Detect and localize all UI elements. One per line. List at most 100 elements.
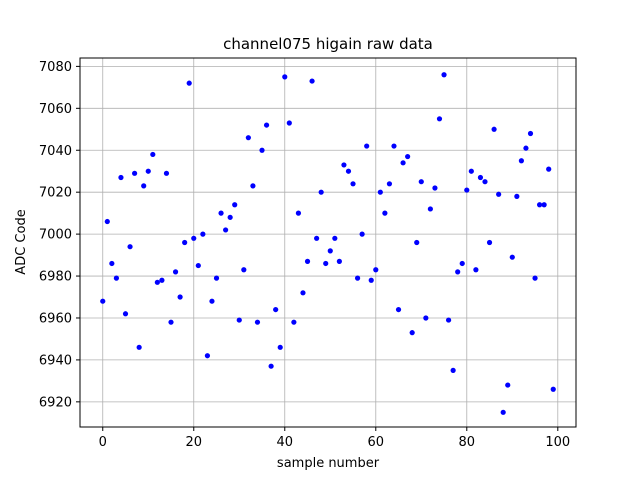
data-point <box>445 317 452 323</box>
data-point <box>191 235 197 241</box>
data-point <box>336 258 342 264</box>
y-tick-label: 6920 <box>39 395 72 410</box>
data-point <box>523 145 529 151</box>
data-point <box>518 158 524 164</box>
data-point <box>100 298 106 304</box>
data-point <box>450 367 456 373</box>
data-point <box>136 344 142 350</box>
y-axis-label: ADC Code <box>14 209 29 274</box>
data-point <box>514 193 520 199</box>
data-point <box>546 166 552 172</box>
data-point <box>541 202 547 208</box>
data-point <box>505 382 511 388</box>
data-point <box>536 202 543 208</box>
data-point <box>150 151 156 158</box>
y-tick-label: 6980 <box>39 270 72 285</box>
x-tick-label: 60 <box>368 435 385 450</box>
data-point <box>432 185 438 191</box>
data-point <box>186 80 192 86</box>
data-point <box>145 168 151 174</box>
data-point <box>300 290 306 296</box>
x-tick-label: 100 <box>545 435 570 450</box>
data-point <box>364 143 370 149</box>
y-tick-label: 7000 <box>39 228 72 243</box>
ticks-layer: 0 20 40 60 80 100 6920 6940 6960 6980 7000 7020 7040… <box>39 60 570 450</box>
data-point <box>332 235 338 241</box>
y-tick-label: 6960 <box>39 311 72 326</box>
data-point <box>141 183 147 189</box>
data-point <box>527 130 534 137</box>
data-point <box>250 183 256 189</box>
data-point <box>491 126 497 132</box>
data-point <box>223 227 229 233</box>
data-point <box>350 181 356 187</box>
data-point <box>455 269 461 275</box>
data-point <box>122 311 129 317</box>
chart-title: channel075 higain raw data <box>223 35 433 53</box>
data-point <box>259 147 265 153</box>
y-tick-label: 7080 <box>39 60 72 75</box>
data-point <box>195 262 201 269</box>
data-point <box>500 409 506 415</box>
data-point <box>482 179 488 185</box>
data-point <box>286 120 292 126</box>
data-point <box>414 239 420 246</box>
data-point <box>218 210 224 216</box>
data-point <box>245 135 251 141</box>
data-point <box>295 210 302 216</box>
data-point <box>282 74 288 80</box>
data-point <box>345 168 352 174</box>
data-point <box>496 191 502 197</box>
data-point <box>368 277 374 283</box>
data-point <box>309 78 315 84</box>
data-point <box>532 275 538 281</box>
x-tick-label: 20 <box>185 435 202 450</box>
data-point <box>154 279 160 285</box>
data-point <box>473 267 479 273</box>
data-point <box>323 260 329 267</box>
data-point <box>318 189 324 195</box>
data-point <box>327 248 333 254</box>
data-point <box>382 210 388 216</box>
data-point <box>236 317 242 323</box>
x-tick-label: 80 <box>459 435 476 450</box>
data-point <box>172 269 179 275</box>
data-point <box>314 235 320 241</box>
data-point <box>182 239 188 246</box>
data-point <box>354 275 361 281</box>
data-point <box>104 218 110 225</box>
x-tick-label: 40 <box>276 435 293 450</box>
data-point <box>200 231 206 237</box>
data-point <box>118 174 124 181</box>
y-tick-label: 7040 <box>39 144 72 159</box>
data-point <box>550 386 556 392</box>
data-point <box>405 153 411 160</box>
data-point <box>400 160 406 166</box>
data-point <box>341 162 347 168</box>
data-point <box>509 254 515 260</box>
data-point <box>177 294 183 300</box>
data-point <box>436 116 443 122</box>
data-point <box>273 306 279 313</box>
data-point <box>127 244 133 250</box>
data-point <box>109 260 115 267</box>
data-point <box>168 319 174 325</box>
y-tick-label: 6940 <box>39 353 72 368</box>
data-point <box>277 344 283 350</box>
data-point <box>477 174 484 181</box>
data-point <box>241 267 247 273</box>
data-point <box>209 298 215 304</box>
y-tick-label: 7020 <box>39 186 72 201</box>
data-point <box>409 330 415 336</box>
data-point <box>204 353 211 359</box>
data-point <box>441 72 447 78</box>
data-point <box>304 258 311 264</box>
data-point <box>386 181 393 187</box>
points-layer <box>100 72 556 415</box>
data-point <box>459 260 465 267</box>
data-point <box>468 168 474 174</box>
data-point <box>227 214 233 220</box>
data-point <box>163 170 170 176</box>
x-tick-label: 0 <box>99 435 107 450</box>
